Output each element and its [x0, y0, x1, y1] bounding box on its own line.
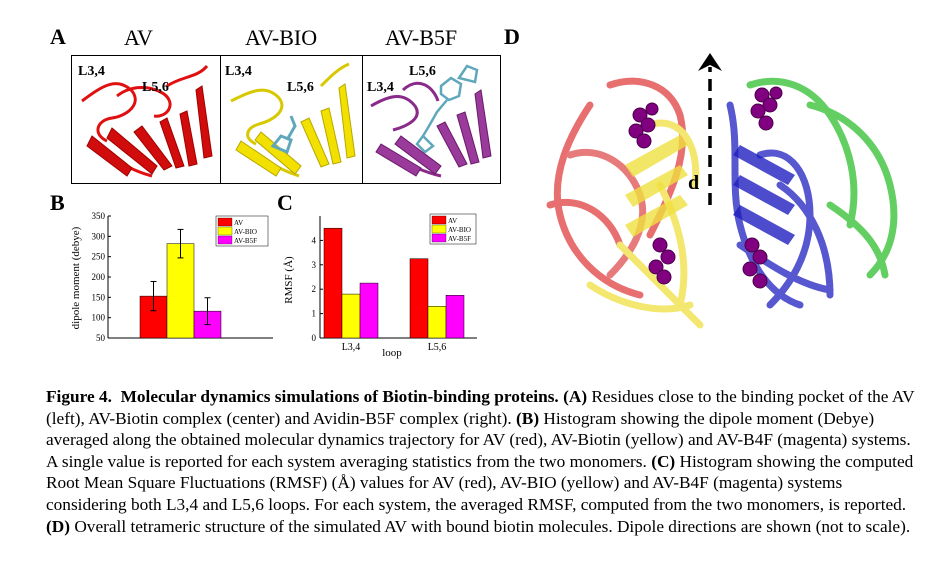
chart-c-bar	[359, 282, 379, 339]
chart-b-bar	[166, 243, 195, 339]
panel-a-label: A	[50, 24, 66, 49]
caption-a-marker: (A)	[563, 387, 588, 406]
chart-c-ylabel: RMSF (Å)	[283, 256, 295, 304]
caption-b-marker: (B)	[516, 408, 540, 428]
chart-b-legend-swatch	[217, 235, 233, 245]
caption-d-text: Overall tetrameric structure of the simu…	[70, 516, 911, 536]
chart-b-ytick-label: 350	[92, 211, 106, 221]
av-bio-ribbon-drawing	[230, 62, 356, 178]
av-loop-l56-label: L5,6	[142, 80, 169, 95]
caption-b-text: Histogram showing the dipole moment (Deb…	[46, 408, 911, 471]
panel-c-label: C	[277, 190, 293, 215]
chart-c-ytick-label: 4	[312, 235, 317, 245]
chart-b-ytick-label: 200	[92, 272, 106, 282]
caption-c-marker: (C)	[651, 451, 676, 471]
chart-c-bar	[409, 258, 429, 339]
chart-b-legend-label: AV	[234, 219, 243, 227]
av-bio-structure-image: L3,4 L5,6	[220, 55, 364, 184]
chart-b-legend-label: AV-B5F	[234, 237, 257, 245]
chart-c-category-label: L5,6	[428, 342, 447, 353]
chart-c-bar	[427, 306, 447, 339]
chart-c-legend-label: AV-BIO	[448, 226, 471, 234]
caption-figure-label: Figure 4.	[46, 387, 112, 406]
av-loop-l34-label: L3,4	[78, 64, 105, 79]
chart-c-legend-label: AV	[448, 217, 457, 225]
chart-c-bar	[323, 227, 343, 339]
panel-a-title-av-b5f: AV-B5F	[385, 25, 458, 50]
chart-b-ytick-label: 250	[92, 252, 106, 262]
chart-c-category-label: L3,4	[342, 342, 361, 353]
caption-title: Molecular dynamics simulations of Biotin…	[120, 387, 559, 406]
dipole-arrow-label: d	[688, 172, 699, 194]
panel-b-label: B	[50, 190, 65, 215]
caption-d-marker: (D)	[46, 516, 70, 536]
chart-b-legend-swatch	[217, 226, 233, 236]
chart-c-ytick-label: 3	[312, 260, 317, 270]
av-b5f-structure-image: L3,4 L5,6	[362, 55, 501, 184]
chart-c-ytick-label: 1	[312, 309, 317, 319]
av-structure-image: L3,4 L5,6	[71, 55, 222, 184]
av-ribbon-drawing	[81, 64, 213, 178]
av-bio-loop-l56-label: L5,6	[287, 80, 314, 95]
chart-b-ytick-label: 300	[92, 231, 106, 241]
chart-b-legend-label: AV-BIO	[234, 228, 257, 236]
av-b5f-loop-l56-label: L5,6	[409, 64, 436, 79]
av-b5f-loop-l34-label: L3,4	[367, 80, 394, 95]
panel-d-label: D	[504, 24, 520, 49]
chart-c-legend-swatch	[431, 233, 447, 243]
figure-caption: Figure 4. Molecular dynamics simulations…	[46, 386, 916, 537]
chart-b-legend-swatch	[217, 217, 233, 227]
chart-c-bar	[445, 295, 465, 339]
tetramer-structure-image: d	[546, 53, 898, 329]
chart-b-ytick-label: 50	[96, 333, 106, 343]
chart-c-legend-label: AV-B5F	[448, 235, 471, 243]
panel-a-title-av: AV	[124, 25, 153, 50]
chart-c-ytick-label: 0	[312, 333, 317, 343]
caption-a-text: Residues close to the binding pocket of …	[46, 387, 915, 428]
av-bio-loop-l34-label: L3,4	[225, 64, 252, 79]
caption-c-text: Histogram showing the computed Root Mean…	[46, 451, 914, 514]
panel-a-title-av-bio: AV-BIO	[245, 25, 318, 50]
chart-b-ylabel: dipole moment (debye)	[70, 226, 82, 329]
chart-b-ytick-label: 150	[92, 292, 106, 302]
chart-c-bar	[341, 293, 361, 339]
av-b5f-ribbon-drawing	[370, 64, 492, 178]
chart-c-legend-swatch	[431, 215, 447, 225]
chart-c-xlabel: loop	[382, 347, 402, 359]
chart-c-legend-swatch	[431, 224, 447, 234]
chart-c-ytick-label: 2	[312, 284, 317, 294]
chart-b-ytick-label: 100	[92, 313, 106, 323]
